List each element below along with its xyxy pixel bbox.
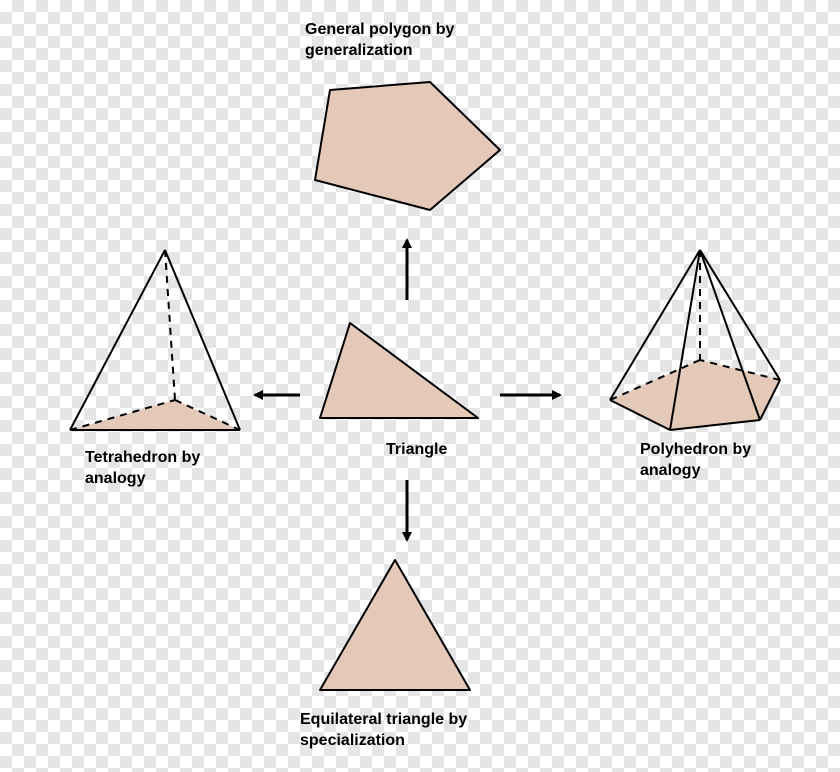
label-right: Polyhedron byanalogy [640,440,751,482]
polyhedron-base-fill [610,360,780,430]
label-bottom: Equilateral triangle byspecialization [300,710,467,752]
shape-equilateral-triangle [320,560,470,690]
tetra-edge [70,250,165,430]
tetrahedron-base-fill [70,400,240,430]
label-left: Tetrahedron byanalogy [85,448,200,490]
label-top: General polygon bygeneralization [305,20,454,62]
diagram-svg [0,0,840,772]
shape-polygon [315,82,500,210]
shape-triangle [320,323,478,418]
label-center: Triangle [386,440,447,461]
